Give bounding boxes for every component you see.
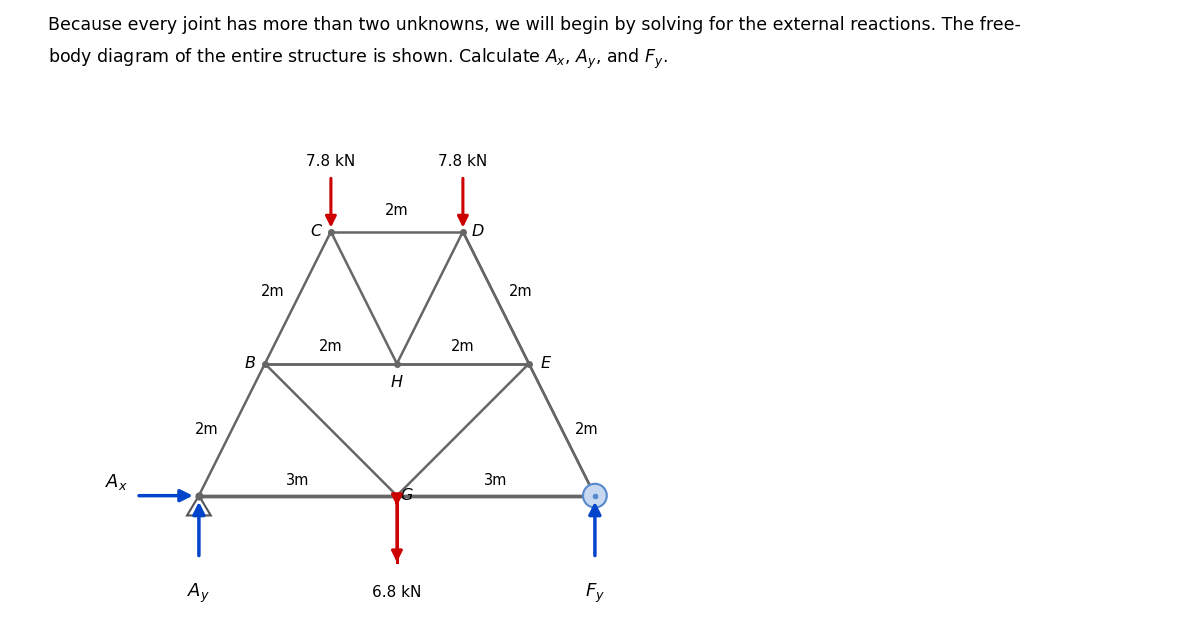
Circle shape [583,484,607,507]
Text: C: C [311,224,322,239]
Text: 6.8 kN: 6.8 kN [372,585,421,600]
Text: 3m: 3m [485,473,508,488]
Text: $A_x$: $A_x$ [104,472,128,492]
Text: D: D [472,224,484,239]
Text: 2m: 2m [575,422,599,437]
Text: body diagram of the entire structure is shown. Calculate $A_x$, $A_y$, and $F_y$: body diagram of the entire structure is … [48,47,668,71]
Text: 2m: 2m [509,283,533,298]
Text: H: H [391,375,403,389]
Text: $A_y$: $A_y$ [187,581,210,604]
Text: 2m: 2m [196,422,218,437]
Text: B: B [245,356,256,371]
Text: 2m: 2m [262,283,284,298]
Text: 7.8 kN: 7.8 kN [306,154,355,169]
Text: 7.8 kN: 7.8 kN [438,154,487,169]
Text: 2m: 2m [451,339,475,354]
Text: G: G [401,488,413,503]
Text: Because every joint has more than two unknowns, we will begin by solving for the: Because every joint has more than two un… [48,16,1021,34]
Text: E: E [540,356,551,371]
Text: 3m: 3m [287,473,310,488]
Text: $F_y$: $F_y$ [584,581,605,604]
Text: 2m: 2m [319,339,343,354]
Text: 2m: 2m [385,203,409,218]
